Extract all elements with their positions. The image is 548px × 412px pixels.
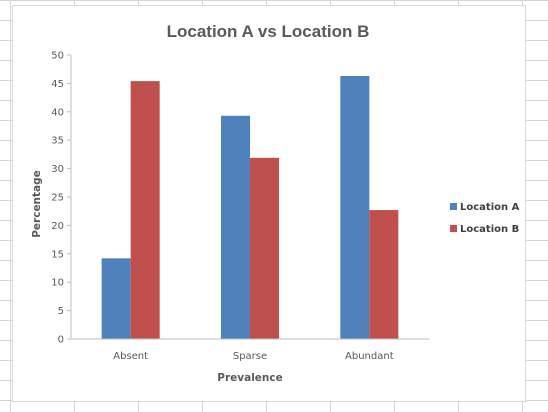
bar [130, 81, 160, 340]
bar [250, 157, 279, 339]
y-tick-label: 30 [51, 164, 64, 175]
bar [221, 115, 250, 339]
y-tick-label: 35 [51, 136, 64, 147]
bar-chart: Location A vs Location B Percentage Prev… [31, 22, 520, 384]
legend-swatch [450, 225, 457, 232]
x-axis-title: Prevalence [217, 372, 282, 384]
y-tick-label: 20 [51, 221, 64, 232]
legend-label: Location A [460, 202, 520, 213]
y-tick-label: 10 [51, 278, 64, 289]
y-tick-label: 40 [51, 107, 64, 118]
y-tick-label: 50 [51, 51, 64, 62]
y-tick-label: 25 [51, 193, 64, 204]
y-axis-ticks: 0 5 10 15 20 25 30 35 40 45 50 [51, 51, 71, 346]
legend-swatch [450, 203, 457, 210]
chart-area: Location A vs Location B Percentage Prev… [12, 5, 526, 402]
y-axis-title: Percentage [31, 170, 43, 238]
bar [369, 210, 399, 339]
x-axis-ticks: Absent Sparse Abundant [113, 351, 393, 362]
x-tick-label: Absent [113, 351, 148, 362]
bar [101, 258, 131, 339]
x-tick-label: Sparse [233, 351, 267, 362]
legend: Location A Location B [450, 202, 520, 235]
y-tick-label: 15 [51, 249, 64, 260]
chart-title: Location A vs Location B [167, 22, 370, 41]
y-tick-label: 5 [58, 306, 64, 317]
y-tick-label: 0 [58, 335, 64, 346]
bar [340, 76, 370, 340]
legend-label: Location B [460, 224, 519, 235]
y-tick-label: 45 [51, 79, 64, 90]
bars [101, 76, 399, 340]
x-tick-label: Abundant [345, 351, 394, 362]
